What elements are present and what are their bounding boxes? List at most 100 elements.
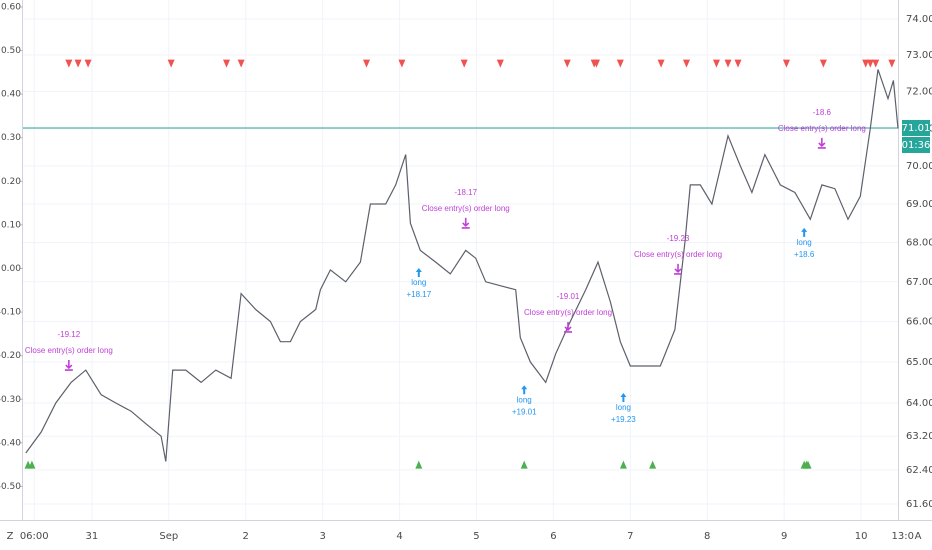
signal-marker <box>496 59 504 68</box>
trade-label: -19.01 <box>557 292 580 301</box>
signal-marker <box>872 59 880 68</box>
price-label: 71.01 <box>902 123 931 134</box>
signal-marker <box>724 59 732 68</box>
x-tick-label: 06:00 <box>20 531 49 542</box>
y-tick-label: 0.20 <box>1 177 21 187</box>
signal-marker <box>657 59 665 68</box>
trade-label: long <box>616 403 631 412</box>
y-tick-label: 0.50 <box>1 46 21 56</box>
trade-label: long <box>517 395 532 404</box>
x-tick-label: 10 <box>855 531 868 542</box>
y2-tick-label: 73.00 <box>906 50 932 61</box>
trade-label: Close entry(s) order long <box>634 250 722 259</box>
signal-marker <box>866 59 874 68</box>
signal-marker <box>363 59 371 68</box>
trade-label: +19.01 <box>512 407 537 416</box>
y-tick-label: -0.40 <box>0 438 21 448</box>
close-arrow <box>461 217 470 229</box>
y2-tick-label: 74.00 <box>906 14 932 25</box>
signal-marker <box>460 59 468 68</box>
y2-tick-label: 64.00 <box>906 398 932 409</box>
signal-marker <box>649 460 657 469</box>
y2-tick-label: 70.00 <box>906 161 932 172</box>
trade-label: Close entry(s) order long <box>524 308 612 317</box>
trade-label: Close entry(s) order long <box>422 204 510 213</box>
x-tick-label: 4 <box>396 531 402 542</box>
signal-marker <box>398 59 406 68</box>
signal-marker <box>712 59 720 68</box>
y2-tick-label: 62.40 <box>906 465 932 476</box>
signal-marker <box>65 59 73 68</box>
close-arrow <box>674 263 683 275</box>
signal-marker <box>619 460 627 469</box>
y2-tick-label: 69.00 <box>906 199 932 210</box>
trade-label: -18.6 <box>813 108 832 117</box>
y-tick-label: -0.30 <box>0 395 21 405</box>
price-line <box>25 69 899 462</box>
countdown: 01:36 <box>902 140 931 151</box>
x-tick-label: 7 <box>627 531 633 542</box>
y-tick-label: -0.20 <box>0 351 21 361</box>
close-arrow <box>64 360 73 371</box>
signal-marker <box>563 59 571 68</box>
trade-label: -19.23 <box>667 234 690 243</box>
signal-marker <box>782 59 790 68</box>
signal-marker <box>167 59 175 68</box>
signal-marker <box>804 460 812 469</box>
signal-marker <box>862 59 870 68</box>
signal-marker <box>734 59 742 68</box>
signal-marker <box>84 59 92 68</box>
signal-marker <box>74 59 82 68</box>
signal-marker <box>237 59 245 68</box>
x-tick-label: 13:0 <box>892 531 914 542</box>
long-arrow <box>620 393 627 403</box>
close-arrow <box>564 321 573 333</box>
x-tick-label: 6 <box>550 531 556 542</box>
scale-button[interactable]: Z <box>7 531 14 542</box>
x-tick-label: Sep <box>159 531 178 542</box>
y2-tick-label: 72.00 <box>906 86 932 97</box>
x-tick-label: 3 <box>319 531 325 542</box>
countdown-box <box>902 136 930 153</box>
trade-label: Close entry(s) order long <box>25 346 113 355</box>
y2-tick-label: 61.60 <box>906 499 932 510</box>
long-arrow <box>801 227 808 237</box>
trade-label: +18.17 <box>406 290 431 299</box>
y-tick-label: -0.50 <box>0 482 21 492</box>
x-tick-label: 8 <box>704 531 710 542</box>
long-arrow <box>415 267 422 277</box>
close-arrow <box>817 137 826 149</box>
trade-label: Close entry(s) order long <box>778 124 866 133</box>
y2-tick-label: 63.20 <box>906 431 932 442</box>
trade-label: long <box>411 278 426 287</box>
y2-tick-label: 65.00 <box>906 357 932 368</box>
trade-label: +18.6 <box>794 250 815 259</box>
y2-tick-label: 66.00 <box>906 317 932 328</box>
y2-tick-label: 67.00 <box>906 277 932 288</box>
y-tick-label: 0.40 <box>1 90 21 100</box>
y2-tick-label: 68.00 <box>906 238 932 249</box>
signal-marker <box>223 59 231 68</box>
signal-marker <box>819 59 827 68</box>
y-tick-label: 0.30 <box>1 133 21 143</box>
y-tick-label: -0.10 <box>0 308 21 318</box>
x-tick-label: 9 <box>781 531 787 542</box>
signal-marker <box>415 460 423 469</box>
signal-marker <box>888 59 896 68</box>
x-tick-label: 31 <box>86 531 99 542</box>
y-tick-label: 0.10 <box>1 220 21 230</box>
auto-button[interactable]: A <box>915 531 922 542</box>
trade-label: +19.23 <box>611 415 636 424</box>
y-tick-label: 0.60 <box>1 2 21 12</box>
signal-marker <box>682 59 690 68</box>
trade-label: long <box>797 238 812 247</box>
trade-label: -18.17 <box>454 188 477 197</box>
long-arrow <box>521 385 528 395</box>
signal-marker <box>616 59 624 68</box>
x-tick-label: 2 <box>243 531 249 542</box>
trade-label: -19.12 <box>57 330 80 339</box>
price-label-box <box>902 119 930 136</box>
signal-marker <box>28 460 36 469</box>
